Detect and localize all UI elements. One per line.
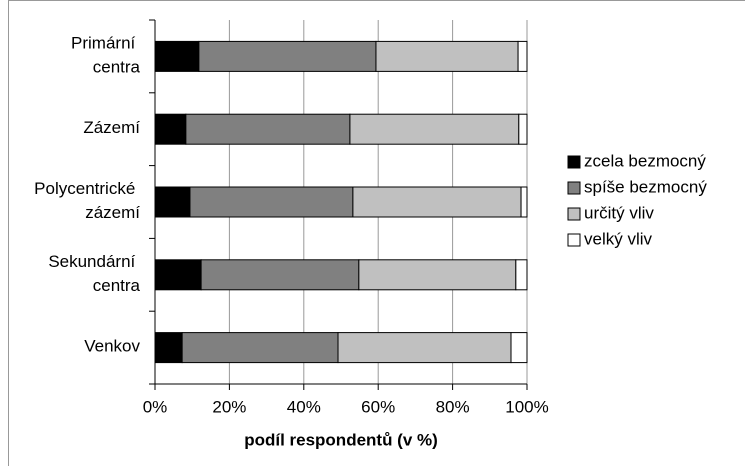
- bar-segment: [189, 186, 354, 218]
- legend-swatch: [567, 181, 581, 195]
- legend-swatch: [567, 155, 581, 169]
- y-tick-label: Zázemí: [83, 119, 140, 138]
- x-tick-label: 20%: [212, 397, 246, 416]
- legend-label: zcela bezmocný: [584, 151, 706, 170]
- bar-segment: [154, 113, 187, 145]
- bar-segment: [358, 259, 517, 291]
- bar-segment: [515, 259, 528, 291]
- bar-segment: [154, 332, 183, 364]
- bar-segment: [154, 259, 202, 291]
- y-tick-label: Venkov: [84, 337, 140, 356]
- y-tick-label: Primární centra: [71, 34, 141, 77]
- legend-label: určitý vliv: [584, 203, 654, 222]
- bar-segment: [200, 259, 360, 291]
- bar-segment: [198, 40, 377, 72]
- bar-segment: [349, 113, 520, 145]
- bar-segment: [154, 186, 191, 218]
- legend-swatch: [567, 207, 581, 221]
- legend-label: velký vliv: [584, 229, 653, 248]
- x-tick-label: 40%: [287, 397, 321, 416]
- bar-segment: [517, 40, 528, 72]
- bar-segment: [352, 186, 522, 218]
- bar-segment: [337, 332, 512, 364]
- chart-frame: [8, 0, 745, 466]
- bar-segment: [518, 113, 528, 145]
- bar-segment: [510, 332, 528, 364]
- x-tick-label: 60%: [361, 397, 395, 416]
- x-tick-label: 80%: [436, 397, 470, 416]
- bar-segment: [181, 332, 339, 364]
- bar-segment: [154, 40, 200, 72]
- x-tick-label: 100%: [505, 397, 548, 416]
- y-tick-label: Sekundární centra: [48, 252, 140, 295]
- legend-swatch: [567, 233, 581, 247]
- bar-segment: [520, 186, 528, 218]
- bar-segment: [185, 113, 351, 145]
- y-tick-label: Polycentrické zázemí: [34, 179, 140, 222]
- x-tick-label: 0%: [143, 397, 168, 416]
- legend-label: spíše bezmocný: [584, 177, 707, 196]
- bar-segment: [375, 40, 519, 72]
- x-axis-label: podíl respondentů (v %): [244, 430, 438, 449]
